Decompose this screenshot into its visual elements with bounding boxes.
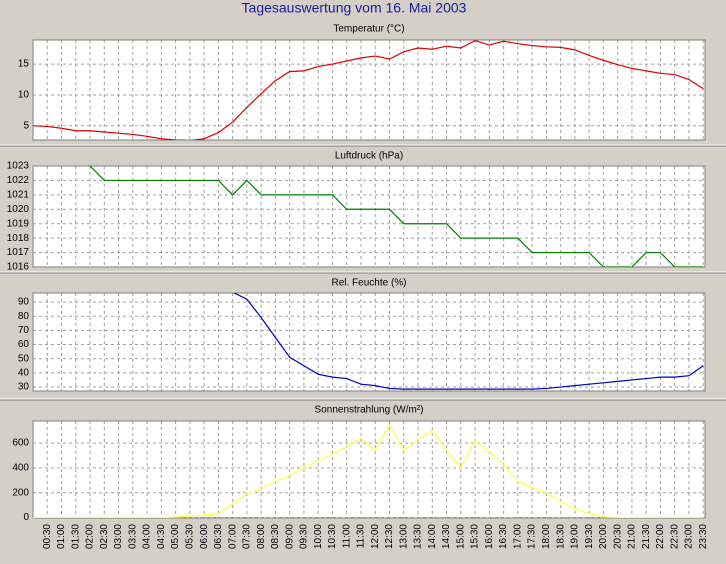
x-tick-label: 18:00: [541, 524, 552, 549]
x-tick-label: 23:30: [698, 524, 709, 549]
x-tick-label: 15:00: [455, 524, 466, 549]
x-tick-label: 20:00: [598, 524, 609, 549]
x-tick-label: 19:00: [570, 524, 581, 549]
y-tick-label: 15: [18, 59, 30, 70]
x-tick-label: 00:30: [42, 524, 53, 549]
x-tick-label: 03:30: [127, 524, 138, 549]
page-title: Tagesauswertung vom 16. Mai 2003: [242, 0, 467, 16]
panel-title: Luftdruck (hPa): [335, 151, 403, 162]
x-tick-label: 16:30: [498, 524, 509, 549]
x-tick-label: 06:00: [199, 524, 210, 549]
x-tick-label: 05:30: [185, 524, 196, 549]
x-tick-label: 09:00: [284, 524, 295, 549]
plot-area: [33, 421, 705, 518]
x-tick-label: 02:30: [99, 524, 110, 549]
line-series: [233, 293, 704, 390]
y-tick-label: 1016: [7, 262, 30, 273]
x-tick-label: 18:30: [555, 524, 566, 549]
x-tick-label: 16:00: [484, 524, 495, 549]
plot-frame: [32, 165, 706, 268]
line-series: [33, 423, 704, 518]
x-tick-label: 13:30: [413, 524, 424, 549]
y-tick-label: 1021: [7, 189, 30, 200]
panel-title: Temperatur (°C): [333, 24, 404, 35]
y-tick-label: 1018: [7, 233, 30, 244]
x-tick-label: 17:30: [527, 524, 538, 549]
panel-title: Sonnenstrahlung (W/m²): [315, 405, 424, 416]
x-tick-label: 04:30: [156, 524, 167, 549]
x-tick-label: 15:30: [470, 524, 481, 549]
plot-frame: [32, 420, 706, 519]
x-tick-label: 12:30: [384, 524, 395, 549]
y-tick-label: 1017: [7, 247, 30, 258]
plot-area: [33, 40, 705, 140]
x-tick-label: 19:30: [584, 524, 595, 549]
x-tick-label: 08:00: [256, 524, 267, 549]
y-tick-label: 30: [18, 382, 30, 393]
y-tick-label: 70: [18, 325, 30, 336]
x-tick-label: 20:30: [612, 524, 623, 549]
x-tick-label: 06:30: [213, 524, 224, 549]
y-tick-label: 400: [12, 463, 29, 474]
plot-frame: [32, 292, 706, 392]
x-tick-label: 21:30: [641, 524, 652, 549]
plot-area: [33, 166, 705, 267]
x-tick-label: 23:00: [684, 524, 695, 549]
x-tick-label: 22:30: [669, 524, 680, 549]
x-tick-label: 14:30: [441, 524, 452, 549]
x-tick-label: 08:30: [270, 524, 281, 549]
y-tick-label: 600: [12, 438, 29, 449]
y-tick-label: 1020: [7, 204, 30, 215]
x-tick-label: 04:00: [142, 524, 153, 549]
x-tick-label: 10:30: [327, 524, 338, 549]
y-tick-label: 200: [12, 487, 29, 498]
line-series: [33, 40, 704, 140]
y-tick-label: 10: [18, 90, 30, 101]
x-tick-label: 12:00: [370, 524, 381, 549]
x-tick-label: 10:00: [313, 524, 324, 549]
y-tick-label: 40: [18, 368, 30, 379]
y-tick-label: 1019: [7, 218, 30, 229]
x-tick-label: 11:30: [356, 524, 367, 549]
x-tick-label: 01:30: [70, 524, 81, 549]
y-tick-label: 0: [23, 512, 29, 523]
x-tick-label: 02:00: [85, 524, 96, 549]
x-tick-label: 13:00: [398, 524, 409, 549]
x-tick-label: 11:00: [341, 524, 352, 549]
x-tick-label: 07:30: [242, 524, 253, 549]
y-tick-label: 50: [18, 353, 30, 364]
y-tick-label: 80: [18, 311, 30, 322]
x-tick-label: 07:00: [227, 524, 238, 549]
line-series: [89, 166, 704, 267]
y-tick-label: 1022: [7, 175, 30, 186]
x-tick-label: 21:00: [627, 524, 638, 549]
x-tick-label: 22:00: [655, 524, 666, 549]
y-tick-label: 90: [18, 297, 30, 308]
x-tick-label: 01:00: [56, 524, 67, 549]
y-tick-label: 60: [18, 339, 30, 350]
plot-frame: [32, 39, 706, 141]
y-tick-label: 5: [23, 120, 29, 131]
x-tick-label: 17:00: [512, 524, 523, 549]
x-tick-label: 03:00: [113, 524, 124, 549]
panel-title: Rel. Feuchte (%): [331, 278, 406, 289]
y-tick-label: 1023: [7, 161, 30, 172]
plot-area: [33, 293, 705, 391]
x-tick-label: 09:30: [299, 524, 310, 549]
x-tick-label: 05:00: [170, 524, 181, 549]
x-tick-label: 14:00: [427, 524, 438, 549]
